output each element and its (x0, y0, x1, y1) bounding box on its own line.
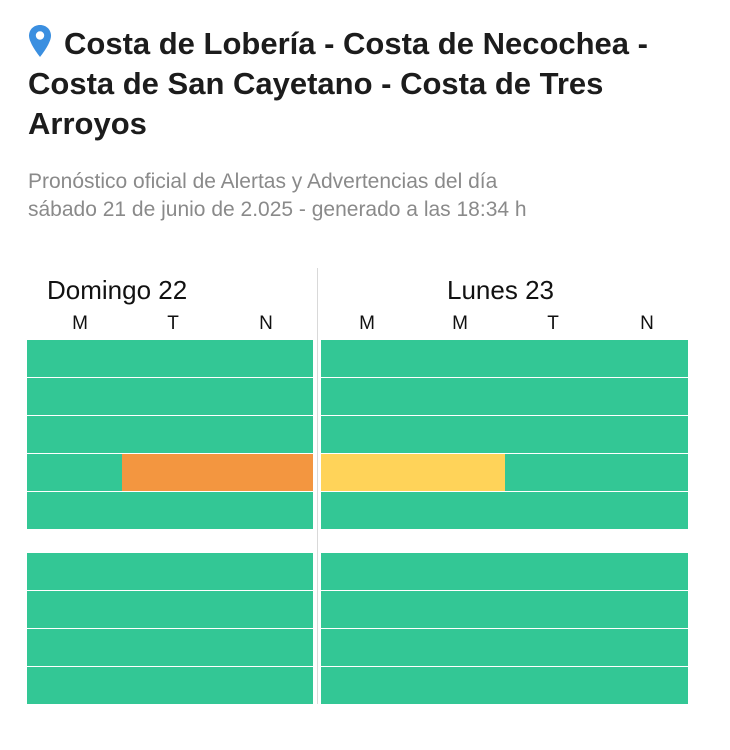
alert-cell-normal[interactable] (27, 340, 122, 377)
alert-cell-normal[interactable] (27, 553, 122, 590)
alert-cell-normal[interactable] (596, 629, 688, 666)
period-label: M (452, 313, 468, 334)
alert-cell-normal[interactable] (321, 340, 413, 377)
alert-cell-normal[interactable] (27, 667, 122, 704)
alert-cell-normal[interactable] (505, 454, 596, 491)
alert-cell-normal[interactable] (218, 629, 313, 666)
page-title: Costa de Lobería - Costa de Necochea - C… (28, 24, 708, 144)
alert-cell-normal[interactable] (27, 416, 122, 453)
alert-cell-normal[interactable] (596, 492, 688, 529)
alert-cell-normal[interactable] (505, 378, 596, 415)
alert-cell-normal[interactable] (321, 629, 413, 666)
alert-cell-normal[interactable] (218, 492, 313, 529)
day-divider (317, 268, 318, 704)
alert-cell-normal[interactable] (413, 667, 505, 704)
subtitle-line-2: sábado 21 de junio de 2.025 - generado a… (28, 198, 527, 221)
alert-cell-normal[interactable] (27, 591, 122, 628)
alert-cell-normal[interactable] (122, 378, 218, 415)
alert-cell-normal[interactable] (122, 667, 218, 704)
alert-cell-normal[interactable] (505, 416, 596, 453)
alert-cell-normal[interactable] (321, 378, 413, 415)
period-label: T (167, 313, 179, 334)
alert-cell-normal[interactable] (596, 340, 688, 377)
alert-cell-normal[interactable] (321, 667, 413, 704)
alert-cell-normal[interactable] (596, 553, 688, 590)
alert-cell-normal[interactable] (505, 591, 596, 628)
alert-cell-naranja[interactable] (122, 454, 218, 491)
alert-cell-normal[interactable] (505, 667, 596, 704)
alert-cell-normal[interactable] (321, 492, 413, 529)
alert-cell-normal[interactable] (27, 629, 122, 666)
alert-cell-normal[interactable] (122, 492, 218, 529)
alert-cell-normal[interactable] (122, 416, 218, 453)
alert-cell-normal[interactable] (596, 454, 688, 491)
alert-cell-normal[interactable] (596, 667, 688, 704)
alert-cell-normal[interactable] (27, 378, 122, 415)
alert-cell-normal[interactable] (218, 416, 313, 453)
alert-cell-normal[interactable] (122, 629, 218, 666)
alert-cell-normal[interactable] (505, 553, 596, 590)
alert-cell-normal[interactable] (413, 416, 505, 453)
period-label: T (547, 313, 559, 334)
alert-cell-normal[interactable] (27, 492, 122, 529)
period-label: M (359, 313, 375, 334)
alert-cell-normal[interactable] (321, 416, 413, 453)
alert-cell-normal[interactable] (505, 340, 596, 377)
title-text: Costa de Lobería - Costa de Necochea - C… (28, 26, 648, 141)
period-label: M (72, 313, 88, 334)
day-title-lunes: Lunes 23 (447, 275, 554, 305)
alert-cell-normal[interactable] (122, 591, 218, 628)
alert-cell-normal[interactable] (218, 591, 313, 628)
alert-cell-normal[interactable] (122, 553, 218, 590)
alert-cell-normal[interactable] (218, 553, 313, 590)
alert-cell-normal[interactable] (413, 378, 505, 415)
forecast-subtitle: Pronóstico oficial de Alertas y Adverten… (28, 168, 708, 224)
alert-cell-normal[interactable] (413, 340, 505, 377)
alert-cell-normal[interactable] (321, 591, 413, 628)
alert-cell-amarillo[interactable] (321, 454, 413, 491)
alert-cell-normal[interactable] (505, 629, 596, 666)
alert-cell-normal[interactable] (413, 492, 505, 529)
alert-cell-amarillo[interactable] (413, 454, 505, 491)
alert-cell-normal[interactable] (505, 492, 596, 529)
map-pin-icon (29, 25, 51, 57)
period-label: N (259, 313, 273, 334)
alert-cell-normal[interactable] (596, 378, 688, 415)
alert-cell-normal[interactable] (27, 454, 122, 491)
alert-cell-normal[interactable] (413, 629, 505, 666)
alert-cell-naranja[interactable] (218, 454, 313, 491)
alert-cell-normal[interactable] (596, 591, 688, 628)
alert-cell-normal[interactable] (596, 416, 688, 453)
day-title-domingo: Domingo 22 (47, 275, 188, 305)
alert-cell-normal[interactable] (218, 340, 313, 377)
alert-cell-normal[interactable] (218, 378, 313, 415)
header: Costa de Lobería - Costa de Necochea - C… (28, 24, 708, 144)
period-label: N (640, 313, 654, 334)
alert-cell-normal[interactable] (122, 340, 218, 377)
subtitle-line-1: Pronóstico oficial de Alertas y Adverten… (28, 170, 498, 193)
alert-cell-normal[interactable] (413, 553, 505, 590)
alert-cell-normal[interactable] (321, 553, 413, 590)
alert-cell-normal[interactable] (413, 591, 505, 628)
alert-cell-normal[interactable] (218, 667, 313, 704)
